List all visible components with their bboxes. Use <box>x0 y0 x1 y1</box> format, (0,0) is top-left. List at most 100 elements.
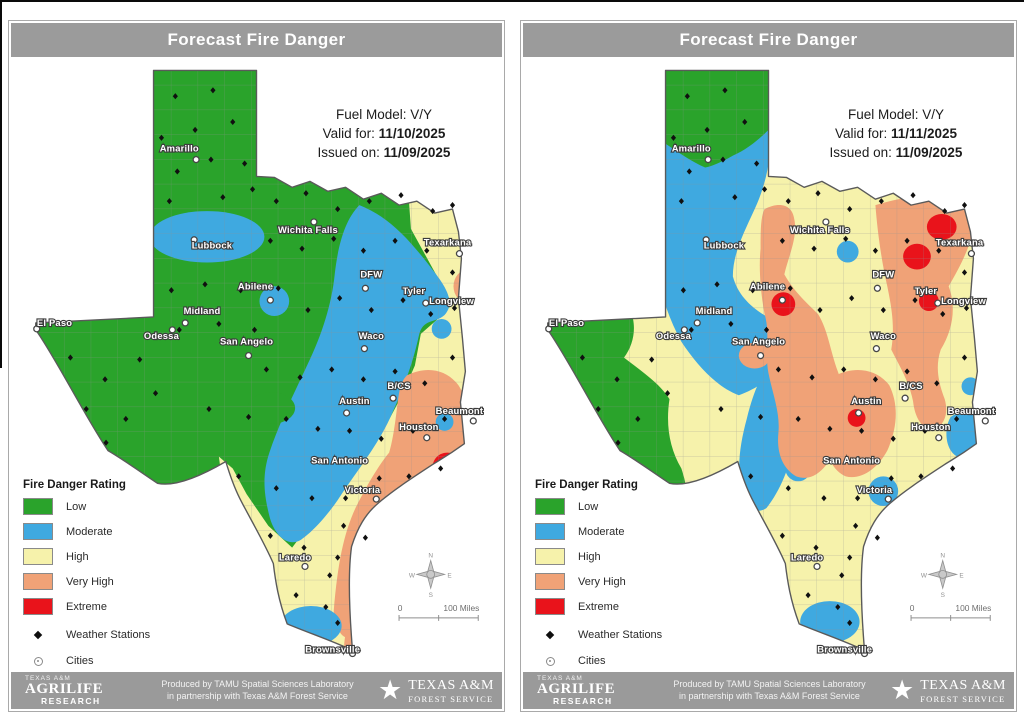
weather-station-marker <box>874 534 880 541</box>
fuel-model: Fuel Model: V/Y <box>847 107 945 122</box>
city-label: San Antonio <box>311 454 368 465</box>
city-label: Laredo <box>279 552 312 563</box>
weather-station-marker <box>614 376 620 383</box>
city-marker <box>981 417 989 425</box>
panel-title-bar: Forecast Fire Danger <box>11 23 502 57</box>
weather-station-marker <box>912 297 918 304</box>
legend-items: Low Moderate High Very High Extreme <box>535 498 695 615</box>
weather-station-marker <box>635 415 641 423</box>
map-area-day2: Amarillo Lubbock Wichita Falls Texarkana DFW… <box>523 59 1014 670</box>
weather-station-marker <box>961 354 968 361</box>
weather-station-marker <box>579 354 585 361</box>
city-label: El Paso <box>37 317 72 328</box>
city-marker <box>168 326 176 334</box>
city-label: Abilene <box>238 280 273 291</box>
legend-cities: Cities <box>23 655 183 667</box>
weather-station-marker <box>329 366 335 373</box>
extreme-swatch <box>23 598 53 615</box>
high-swatch <box>23 548 53 565</box>
weather-station-marker <box>273 485 279 492</box>
weather-station-marker <box>430 207 436 215</box>
city-label: Laredo <box>791 552 824 563</box>
very_high-swatch <box>23 573 53 590</box>
city-label: Brownsville <box>817 644 872 655</box>
weather-station-marker <box>451 305 458 312</box>
weather-station-marker <box>202 281 208 288</box>
legend: Fire Danger Rating Low Moderate High Very H… <box>535 479 695 667</box>
city-label: Brownsville <box>305 644 360 655</box>
weather-station-marker <box>172 93 178 100</box>
legend-item-low: Low <box>23 498 183 515</box>
weather-station-marker <box>961 202 968 209</box>
weather-station-marker <box>400 297 406 304</box>
compass-n: N <box>428 553 433 560</box>
weather-station-marker <box>327 572 333 579</box>
city-marker <box>422 299 430 307</box>
city-label: Austin <box>851 395 881 406</box>
issued-on: Issued on: 11/09/2025 <box>317 145 451 160</box>
compass-rose: N E S W <box>921 553 964 600</box>
legend-cities: Cities <box>535 655 695 667</box>
legend-item-high: High <box>23 548 183 565</box>
weather-station-marker <box>210 87 216 94</box>
valid-for: Valid for: 11/11/2025 <box>834 126 958 141</box>
weather-station-marker <box>449 354 456 361</box>
city-marker <box>967 250 976 258</box>
weather-station-marker <box>910 192 916 199</box>
panel-title: Forecast Fire Danger <box>679 30 858 49</box>
scale-bar: 0 100 Miles <box>398 603 479 621</box>
weather-station-icon <box>535 630 565 640</box>
weather-station-marker <box>720 156 726 163</box>
weather-station-marker <box>293 592 299 599</box>
map-panels: Forecast Fire Danger <box>8 20 1017 712</box>
weather-station-marker <box>360 376 366 383</box>
compass-n: N <box>940 553 945 560</box>
city-label: Lubbock <box>704 240 745 251</box>
weather-station-marker <box>406 473 412 480</box>
texas-fire-danger-map-day2: Amarillo Lubbock Wichita Falls Texarkana DFW… <box>545 69 997 658</box>
weather-station-marker <box>331 235 337 242</box>
weather-station-marker <box>940 310 946 318</box>
city-marker <box>934 299 942 307</box>
city-label: San Antonio <box>823 454 880 465</box>
weather-station-marker <box>763 326 770 333</box>
weather-station-marker <box>704 126 710 133</box>
weather-station-marker <box>813 544 819 551</box>
city-label: B/CS <box>387 380 410 391</box>
scale-miles: 100 Miles <box>443 603 479 613</box>
weather-station-marker <box>438 465 444 472</box>
weather-station-marker <box>301 544 307 551</box>
panel-footer: TEXAS A&M AGRILIFE RESEARCH Produced by … <box>523 672 1014 709</box>
weather-station-marker <box>728 320 734 327</box>
city-marker <box>342 409 351 417</box>
scale-bar: 0 100 Miles <box>910 603 991 621</box>
city-marker <box>756 351 765 360</box>
city-label: Houston <box>911 421 951 432</box>
weather-station-marker <box>335 554 341 561</box>
weather-station-marker <box>236 473 242 480</box>
weather-station-marker <box>220 194 226 201</box>
weather-station-marker <box>168 287 174 294</box>
map-area-day1: Amarillo Lubbock Wichita Falls Texarkana DFW… <box>11 59 502 670</box>
weather-station-marker <box>315 425 321 432</box>
top-edge-line <box>0 0 1024 2</box>
city-marker <box>348 649 357 658</box>
weather-station-marker <box>678 198 684 205</box>
weather-station-marker <box>299 245 305 252</box>
weather-station-marker <box>343 495 349 502</box>
forest-service-logo: ★ TEXAS A&M FOREST SERVICE <box>377 675 494 705</box>
city-label: Odessa <box>656 330 692 341</box>
legend-item-very_high: Very High <box>535 573 695 590</box>
weather-station-marker <box>779 237 785 244</box>
weather-station-marker <box>362 534 368 541</box>
city-label: Waco <box>359 330 385 341</box>
weather-station-marker <box>67 354 73 361</box>
legend-weather-stations: Weather Stations <box>535 629 695 641</box>
city-label: El Paso <box>549 317 584 328</box>
weather-station-marker <box>950 465 956 472</box>
city-label: Austin <box>339 395 369 406</box>
weather-station-marker <box>123 415 129 423</box>
city-marker <box>873 284 882 292</box>
city-marker <box>192 155 200 164</box>
